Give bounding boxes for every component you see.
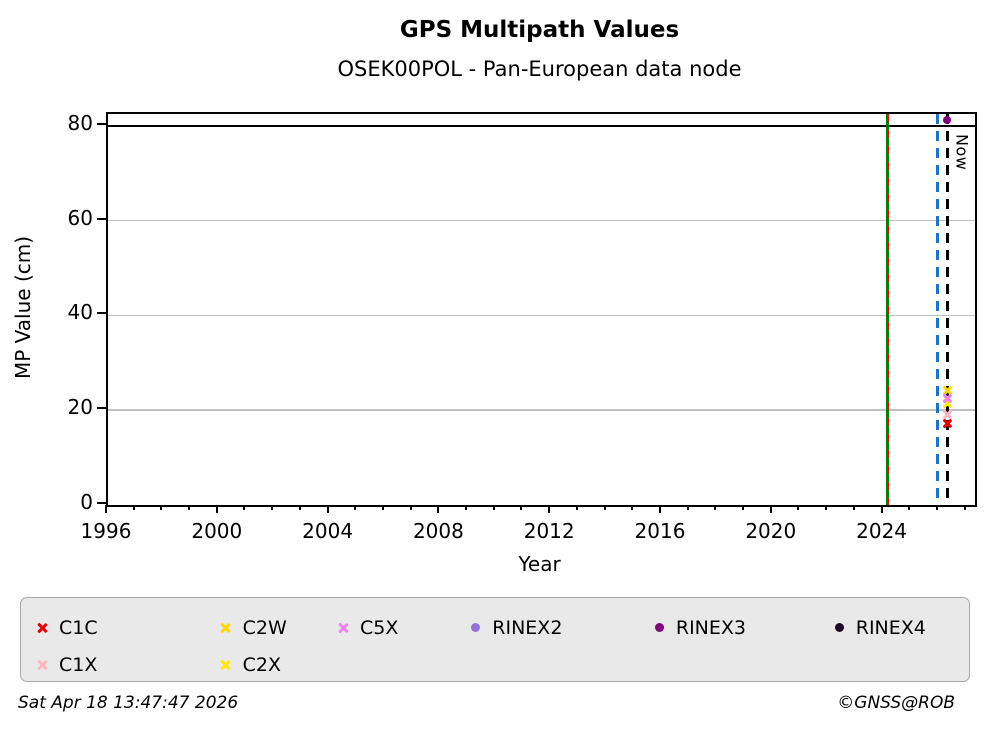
y-axis-label: MP Value (cm) bbox=[11, 235, 35, 380]
x-tick-label-2000: 2000 bbox=[191, 519, 243, 543]
y-tick-40 bbox=[97, 312, 106, 315]
hline-80 bbox=[108, 124, 975, 128]
marker-C1X bbox=[943, 410, 952, 419]
legend-marker-C2W bbox=[221, 623, 231, 633]
x-tick-label-2020: 2020 bbox=[745, 519, 797, 543]
credit-text: ©GNSS@ROB bbox=[837, 693, 955, 713]
y-tick-20 bbox=[97, 407, 106, 410]
x-minor-tick-1998 bbox=[160, 505, 163, 510]
legend-item-RINEX2: RINEX2 bbox=[471, 617, 655, 639]
x-minor-tick-2002 bbox=[271, 505, 274, 510]
x-axis-label: Year bbox=[518, 552, 561, 576]
legend-item-C5X: C5X bbox=[338, 617, 471, 639]
gridline-y-60 bbox=[108, 219, 975, 222]
x-minor-tick-2003 bbox=[298, 505, 301, 510]
x-minor-tick-2022 bbox=[825, 505, 828, 510]
x-major-tick-2000 bbox=[215, 505, 218, 513]
legend-label-RINEX4: RINEX4 bbox=[855, 616, 926, 639]
x-minor-tick-2013 bbox=[575, 505, 578, 510]
y-tick-label-20: 20 bbox=[67, 395, 93, 420]
x-major-tick-2008 bbox=[437, 505, 440, 513]
marker-C5X bbox=[943, 394, 952, 403]
x-major-tick-2016 bbox=[658, 505, 661, 513]
legend-marker-C2X bbox=[221, 660, 231, 670]
legend-label-RINEX3: RINEX3 bbox=[675, 616, 747, 639]
chart-title: GPS Multipath Values bbox=[399, 17, 680, 43]
x-minor-tick-2025 bbox=[908, 505, 911, 510]
x-major-tick-2024 bbox=[880, 505, 883, 513]
x-tick-label-2004: 2004 bbox=[302, 519, 354, 543]
x-minor-tick-2007 bbox=[409, 505, 412, 510]
x-tick-label-2024: 2024 bbox=[856, 519, 908, 543]
y-tick-60 bbox=[97, 217, 106, 220]
legend-item-C2W: C2W bbox=[221, 617, 338, 639]
legend-item-C1X: C1X bbox=[37, 654, 221, 676]
x-minor-tick-1997 bbox=[132, 505, 135, 510]
legend-label-C1X: C1X bbox=[59, 653, 98, 676]
legend-marker-C1C bbox=[37, 623, 47, 633]
x-major-tick-2012 bbox=[548, 505, 551, 513]
x-minor-tick-2021 bbox=[797, 505, 800, 510]
now-line bbox=[945, 114, 949, 505]
timestamp-text: Sat Apr 18 13:47:47 2026 bbox=[18, 693, 239, 713]
marker-RINEX3 bbox=[943, 115, 952, 124]
legend-marker-RINEX3 bbox=[654, 623, 664, 632]
legend-marker-C5X bbox=[338, 623, 348, 633]
x-minor-tick-1999 bbox=[188, 505, 191, 510]
legend-label-C2X: C2X bbox=[242, 653, 281, 676]
x-tick-label-2008: 2008 bbox=[412, 519, 464, 543]
x-minor-tick-2005 bbox=[354, 505, 357, 510]
x-tick-label-2012: 2012 bbox=[523, 519, 575, 543]
x-major-tick-2004 bbox=[326, 505, 329, 513]
legend-marker-RINEX4 bbox=[834, 623, 844, 632]
marker-C1C bbox=[943, 419, 952, 428]
chart-subtitle: OSEK00POL - Pan-European data node bbox=[337, 57, 742, 81]
y-tick-0 bbox=[97, 502, 106, 504]
gridline-y-40 bbox=[108, 314, 975, 317]
legend-item-RINEX3: RINEX3 bbox=[654, 616, 835, 639]
x-minor-tick-2011 bbox=[520, 505, 523, 510]
y-tick-label-60: 60 bbox=[67, 205, 93, 230]
legend-label-RINEX2: RINEX2 bbox=[492, 616, 563, 639]
y-tick-label-80: 80 bbox=[67, 110, 93, 135]
x-minor-tick-2019 bbox=[742, 505, 745, 510]
x-minor-tick-2001 bbox=[243, 505, 246, 510]
y-tick-label-0: 0 bbox=[80, 490, 93, 514]
x-minor-tick-2017 bbox=[686, 505, 689, 510]
x-minor-tick-2006 bbox=[381, 505, 384, 510]
x-tick-label-2016: 2016 bbox=[634, 519, 686, 543]
now-label: Now bbox=[952, 134, 972, 171]
legend-label-C1C: C1C bbox=[59, 616, 98, 639]
legend-box: C1C C2W C5X RINEX2 RINEX3 RINEX4 C1X C2X bbox=[20, 597, 970, 682]
legend-row-2: C1X C2X bbox=[37, 646, 969, 683]
x-minor-tick-2015 bbox=[631, 505, 634, 510]
x-major-tick-2020 bbox=[769, 505, 772, 513]
legend-item-RINEX4: RINEX4 bbox=[834, 616, 969, 639]
legend-marker-RINEX2 bbox=[471, 623, 481, 632]
x-minor-tick-2009 bbox=[465, 505, 468, 510]
x-minor-tick-2027 bbox=[963, 505, 966, 510]
x-minor-tick-2010 bbox=[492, 505, 495, 510]
x-minor-tick-2023 bbox=[852, 505, 855, 510]
x-minor-tick-2014 bbox=[603, 505, 606, 510]
legend-label-C5X: C5X bbox=[360, 616, 399, 639]
legend-item-C2X: C2X bbox=[221, 654, 338, 676]
event-line-blue bbox=[936, 114, 940, 505]
plot-area: Now bbox=[106, 112, 977, 507]
x-minor-tick-2018 bbox=[714, 505, 717, 510]
x-tick-label-1996: 1996 bbox=[80, 519, 132, 543]
legend-marker-C1X bbox=[37, 660, 47, 670]
event-line-green-red bbox=[886, 114, 890, 505]
x-major-tick-1996 bbox=[105, 505, 107, 513]
legend-label-C2W: C2W bbox=[242, 616, 287, 639]
x-minor-tick-2026 bbox=[935, 505, 938, 510]
legend-row-1: C1C C2W C5X RINEX2 RINEX3 RINEX4 bbox=[37, 609, 969, 646]
y-tick-80 bbox=[97, 122, 106, 125]
y-tick-label-40: 40 bbox=[67, 300, 93, 325]
legend-item-C1C: C1C bbox=[37, 617, 221, 639]
event-line-green-red-red-dash-overlay bbox=[886, 114, 889, 505]
gridline-y-20 bbox=[108, 409, 975, 411]
